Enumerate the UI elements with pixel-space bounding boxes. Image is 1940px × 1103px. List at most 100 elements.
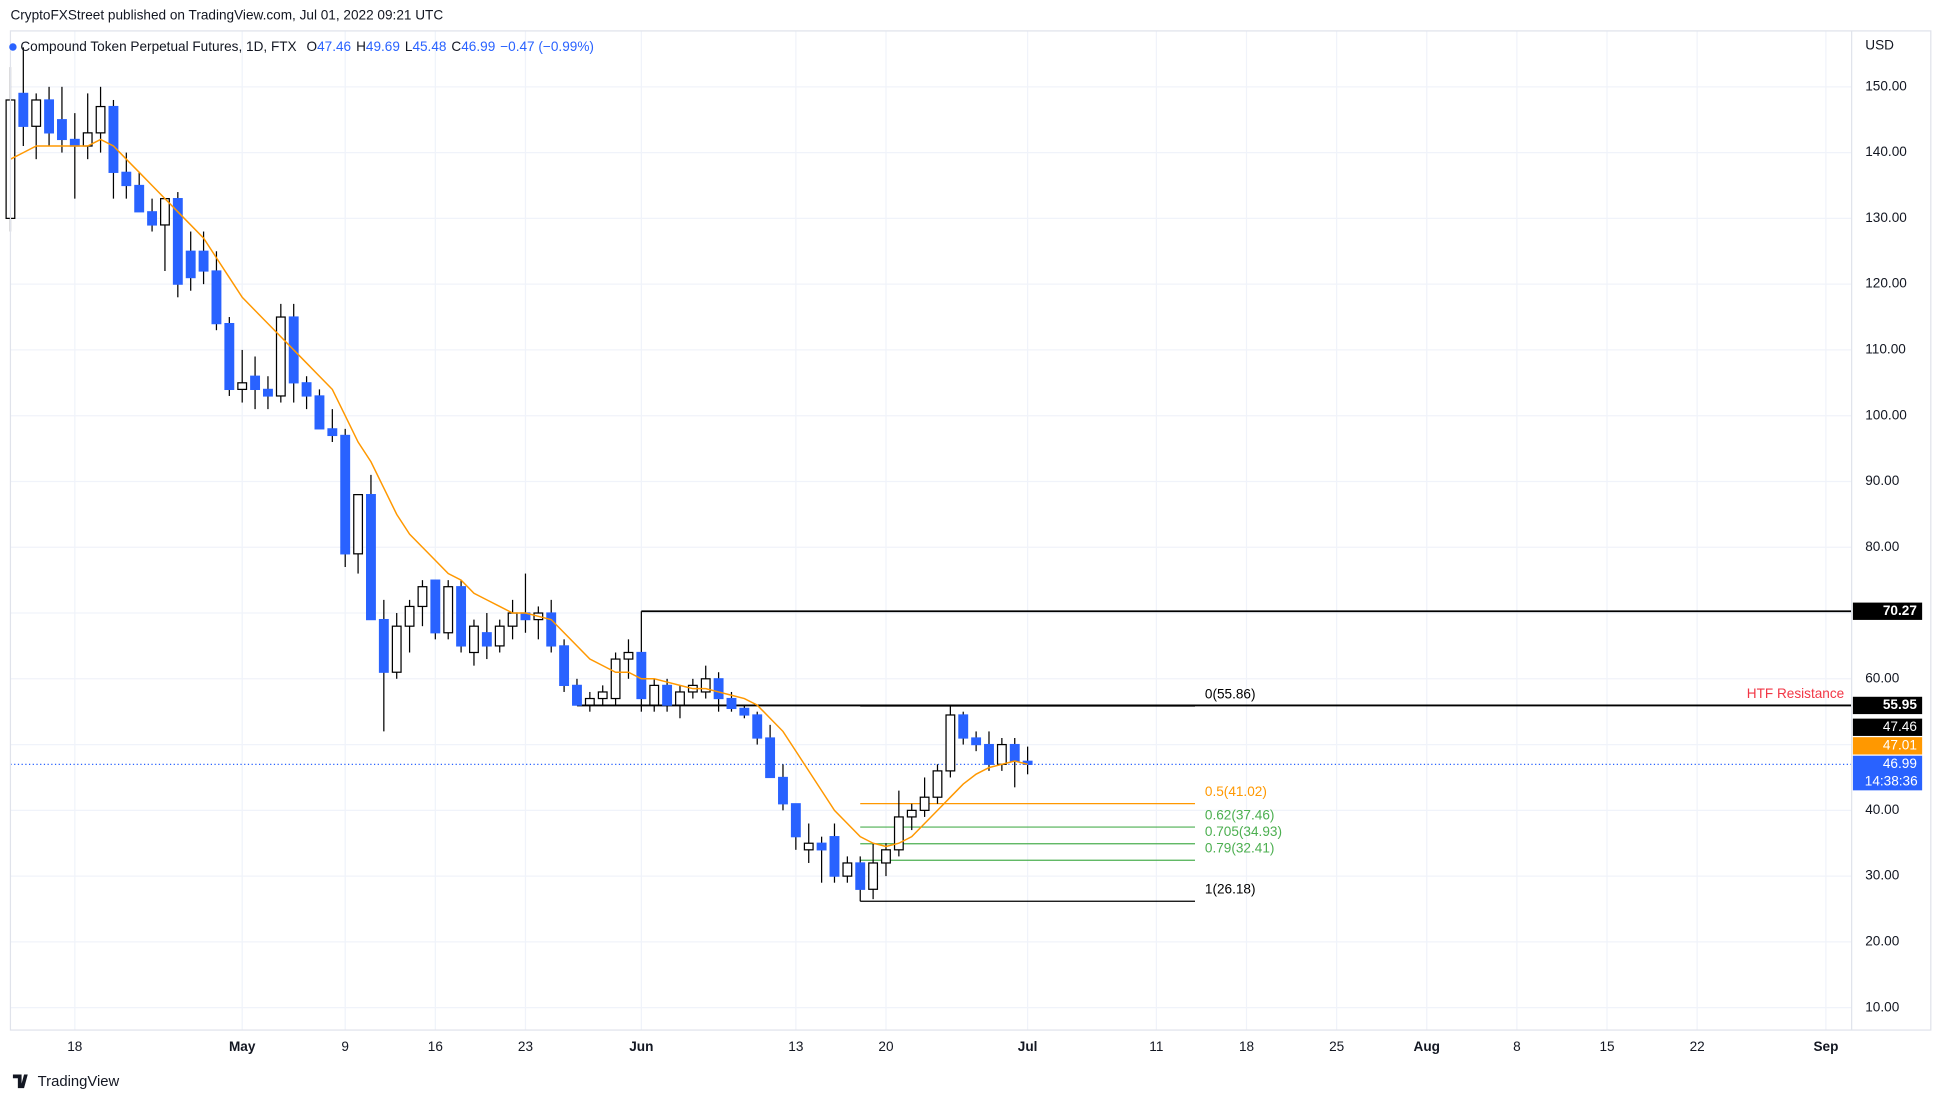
y-tick-label: 90.00	[1865, 473, 1899, 488]
candle-body	[108, 105, 119, 173]
candle-body	[713, 678, 724, 700]
candle-body	[237, 382, 248, 391]
y-tick-label: 40.00	[1865, 802, 1899, 817]
price-tag	[1852, 737, 1923, 755]
fib-label: 1(26.18)	[1205, 882, 1256, 897]
moving-average	[10, 138, 1028, 848]
candle-body	[507, 612, 518, 627]
candle-body	[443, 586, 454, 634]
currency: USD	[1865, 37, 1894, 52]
candle-body	[250, 375, 261, 391]
candle-body	[803, 842, 814, 851]
candle-body	[121, 171, 132, 187]
candle-body	[752, 714, 763, 739]
legend-change: −0.47 (−0.99%)	[500, 39, 594, 54]
y-tick-label: 100.00	[1865, 407, 1907, 422]
candle-body	[211, 270, 222, 325]
candle-body	[340, 434, 351, 555]
y-tick-label: 110.00	[1865, 342, 1906, 357]
level-tag	[1852, 602, 1923, 620]
x-tick-label: May	[229, 1039, 256, 1054]
candle-body	[662, 684, 673, 706]
candle-body	[726, 697, 737, 710]
candle-body	[868, 862, 879, 890]
level-tag-label: 70.27	[1883, 603, 1917, 618]
candle-body	[198, 250, 209, 272]
candle-body	[172, 198, 183, 285]
x-tick-label: 9	[341, 1039, 349, 1054]
candle-body	[971, 737, 982, 746]
x-tick-label: 11	[1149, 1039, 1163, 1054]
candle-body	[700, 678, 711, 693]
candle-body	[610, 658, 621, 700]
price-tag-countdown: 14:38:36	[1865, 773, 1918, 788]
candle-body	[790, 803, 801, 838]
candle-body	[829, 836, 840, 877]
candle-body	[481, 632, 492, 647]
y-tick-label: 60.00	[1865, 670, 1899, 685]
y-tick-label: 150.00	[1865, 78, 1907, 93]
plot: HTF Resistance 0(55.86) 0.5(41.02) 0.62(37.…	[5, 47, 1852, 902]
candle-body	[958, 714, 969, 739]
candle-body	[996, 743, 1007, 765]
fib-label: 0.79(32.41)	[1205, 841, 1275, 856]
candle-body	[649, 684, 660, 706]
candle-body	[842, 862, 853, 877]
candle-body	[95, 105, 106, 134]
legend-key: C	[451, 39, 461, 54]
y-tick-label: 80.00	[1865, 539, 1899, 554]
x-tick-label: Jul	[1018, 1039, 1038, 1054]
x-tick-label: 16	[428, 1039, 443, 1054]
footer: TradingView	[38, 1074, 120, 1090]
candle-body	[778, 776, 788, 805]
candle-body	[469, 625, 479, 654]
y-tick-label: 120.00	[1865, 276, 1907, 291]
symbol-icon	[9, 43, 17, 51]
price-tag-label: 47.46	[1883, 719, 1917, 734]
candle-body	[18, 92, 29, 127]
candle-body	[546, 612, 557, 647]
x-tick-label: 18	[1239, 1039, 1254, 1054]
candle-body	[147, 211, 158, 226]
candle-body	[1009, 743, 1020, 762]
legend-value: 49.69	[366, 39, 400, 54]
legend: Compound Token Perpetual Futures, 1D, FT…	[20, 39, 594, 54]
legend-value: 47.46	[317, 39, 351, 54]
candle-body	[391, 625, 402, 673]
x-tick-label: 15	[1599, 1039, 1614, 1054]
candle-body	[353, 494, 364, 555]
x-tick-label: 22	[1690, 1039, 1705, 1054]
candle-body	[906, 809, 917, 818]
legend-key: O	[307, 39, 318, 54]
legend-key: L	[405, 39, 413, 54]
candle-body	[404, 605, 415, 627]
candle-body	[559, 645, 570, 686]
frame	[9, 30, 1932, 1031]
candle-body	[69, 138, 80, 147]
y-tick-label: 140.00	[1865, 144, 1907, 159]
candle-body	[765, 737, 776, 779]
x-tick-label: Jun	[629, 1039, 653, 1054]
logo-mark	[12, 1074, 28, 1089]
candle-body	[572, 684, 582, 706]
y-tick-label: 20.00	[1865, 933, 1899, 948]
level-annotation: HTF Resistance	[1747, 686, 1844, 701]
fib-label: 0.705(34.93)	[1205, 824, 1282, 839]
x-tick-label: 13	[788, 1039, 803, 1054]
candle-body	[675, 691, 685, 706]
legend-title: Compound Token Perpetual Futures, 1D, FT…	[20, 39, 296, 54]
candle-body	[56, 119, 67, 141]
y-tick-label: 30.00	[1865, 868, 1899, 883]
candle-body	[44, 99, 55, 134]
candle-body	[636, 651, 647, 700]
x-tick-label: 20	[878, 1039, 894, 1054]
legend-value: 46.99	[461, 39, 495, 54]
candle-body	[31, 99, 42, 127]
price-tag	[1852, 718, 1923, 736]
fib-label: 0(55.86)	[1205, 686, 1256, 701]
price-tag-label: 47.01	[1883, 737, 1917, 752]
tradingview-logo	[12, 1074, 28, 1089]
x-tick-label: 25	[1329, 1039, 1344, 1054]
